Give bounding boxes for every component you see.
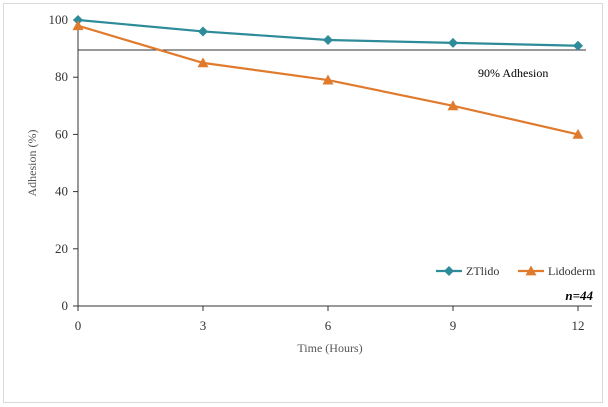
x-tick-label: 0: [75, 318, 82, 333]
data-point-ztlido: [448, 37, 458, 48]
y-axis-ticks: 0 20 40 60 80 100: [49, 12, 78, 313]
y-tick-label: 60: [55, 126, 68, 141]
data-point-ztlido: [198, 26, 208, 37]
y-tick-label: 40: [55, 184, 68, 199]
x-tick-label: 12: [572, 318, 585, 333]
data-point-ztlido: [323, 35, 333, 46]
legend-label-ztlido: ZTlido: [466, 264, 499, 278]
chart-frame: [3, 3, 603, 403]
y-tick-label: 0: [62, 298, 69, 313]
x-tick-label: 6: [325, 318, 332, 333]
sample-size-label: n=44: [565, 288, 593, 303]
legend-label-lidoderm: Lidoderm: [548, 264, 596, 278]
y-tick-label: 100: [49, 12, 69, 27]
legend-marker-ztlido: [444, 266, 454, 276]
x-tick-label: 9: [450, 318, 457, 333]
data-point-lidoderm: [72, 20, 84, 31]
data-point-ztlido: [573, 40, 583, 51]
y-tick-label: 80: [55, 69, 68, 84]
data-point-lidoderm: [322, 74, 334, 85]
x-axis-ticks: 0 3 6 9 12: [75, 306, 585, 333]
series-group: [72, 15, 584, 139]
reference-line-label: 90% Adhesion: [478, 66, 548, 80]
data-point-lidoderm: [572, 128, 584, 139]
x-axis-label: Time (Hours): [297, 341, 362, 355]
legend-marker-lidoderm: [525, 265, 537, 276]
x-tick-label: 3: [200, 318, 207, 333]
data-point-lidoderm: [197, 57, 209, 68]
data-point-lidoderm: [447, 100, 459, 111]
y-tick-label: 20: [55, 241, 68, 256]
legend: ZTlido Lidoderm: [436, 264, 596, 278]
data-point-ztlido: [73, 15, 83, 25]
y-axis-label: Adhesion (%): [25, 130, 39, 197]
